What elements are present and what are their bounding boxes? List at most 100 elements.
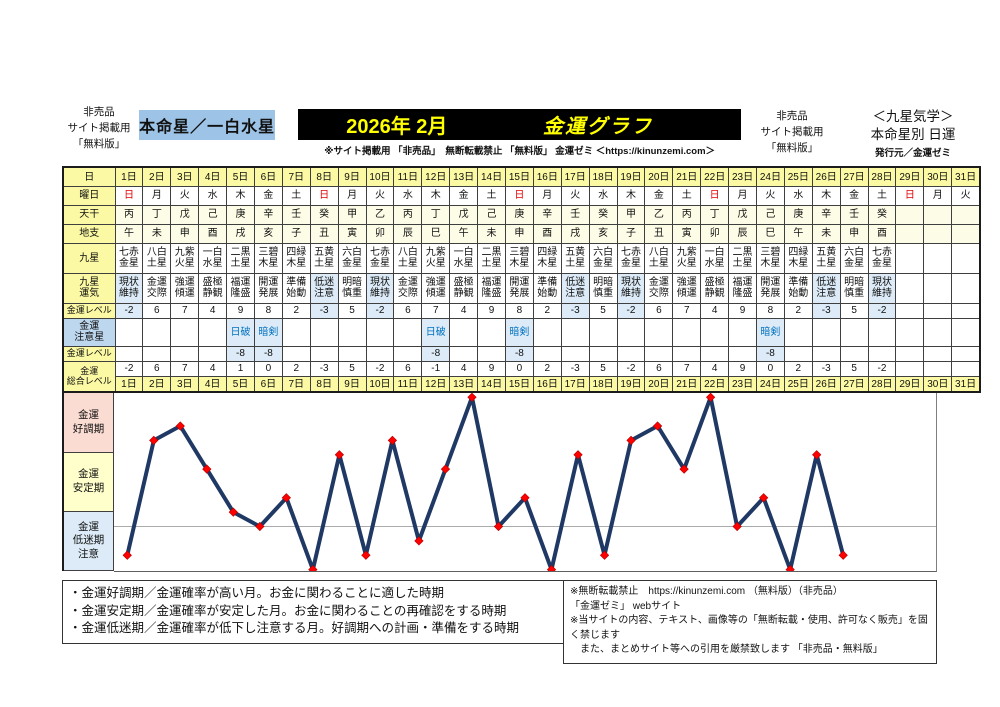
cell-weekdays: 火 (560, 185, 590, 206)
cell-caution_level (700, 345, 730, 362)
cell-total_level: 5 (337, 360, 367, 377)
chart-band-label: 金運 安定期 (64, 452, 113, 513)
cell-total_level: 2 (783, 360, 813, 377)
cell-total_level: 9 (728, 360, 757, 377)
cell-caution_level (142, 345, 172, 362)
cell-days: 6日 (253, 375, 283, 393)
cell-unki: 強運 傾運 (421, 272, 451, 304)
data-point-marker (785, 565, 795, 572)
cell-caution_level (532, 345, 562, 362)
legend-note-box: ・金運好調期／金運確率が高い月。お金に関わることに適した時期 ・金運安定期／金運確… (62, 580, 564, 644)
cell-level1: -2 (365, 302, 395, 319)
chart-band-label: 金運 低迷期 注意 (64, 512, 113, 572)
text-line: 「無料版」 (765, 141, 819, 154)
cell-days: 6日 (253, 166, 283, 187)
text-line: サイト掲載用 (760, 125, 824, 138)
cell-kyusei: 一白 水星 (198, 242, 228, 274)
cell-tenkan: 甲 (337, 204, 367, 225)
cell-unki: 開運 発展 (504, 272, 534, 304)
data-point-marker (387, 436, 398, 446)
cell-caution_level: -8 (755, 345, 785, 362)
cell-chishi: 寅 (672, 223, 702, 244)
cell-kyusei (951, 242, 981, 274)
table-row-kyusei: 九星 七赤 金星 八白 土星 九紫 火星 一白 水星 二黒 土星 三碧 木星 四緑 木星 五黄 … (62, 242, 981, 274)
row-header-total_level: 金運 総合レベル (62, 360, 116, 393)
cell-caution_star (728, 317, 757, 347)
cell-kyusei: 一白 水星 (700, 242, 730, 274)
cell-unki: 低迷 注意 (811, 272, 841, 304)
cell-tenkan: 丙 (672, 204, 702, 225)
cell-caution_level (783, 345, 813, 362)
data-point-marker (467, 393, 477, 403)
cell-days: 29日 (895, 375, 925, 393)
cell-kyusei: 四緑 木星 (281, 242, 311, 274)
text-line: 本命星別 日運 (870, 127, 956, 143)
cell-tenkan: 乙 (365, 204, 395, 225)
cell-level1: 9 (226, 302, 255, 319)
cell-unki: 準備 始動 (281, 272, 311, 304)
chart-band-labels: 金運 好調期 金運 安定期 金運 低迷期 注意 (62, 393, 114, 572)
cell-chishi: 午 (783, 223, 813, 244)
cell-unki: 金運 交際 (644, 272, 674, 304)
cell-level1: 5 (839, 302, 869, 319)
cell-caution_level (811, 345, 841, 362)
cell-unki: 開運 発展 (253, 272, 283, 304)
cell-chishi (895, 223, 925, 244)
data-point-marker (546, 565, 557, 572)
cell-chishi: 卯 (365, 223, 395, 244)
cell-weekdays: 土 (672, 185, 702, 206)
cell-tenkan: 丁 (421, 204, 451, 225)
cell-caution_star (783, 317, 813, 347)
cell-days: 22日 (700, 375, 730, 393)
table-row-level1: 金運レベル -2 6 7 4 9 8 2 -3 5 -2 6 7 4 9 8 2 -3 5 -2 6 7 4 9 8 2 -3 5 -2 (62, 302, 981, 319)
data-point-marker (520, 493, 530, 503)
cell-days: 17日 (560, 375, 590, 393)
table-row-caution_star: 金運 注意星 日破 暗剣 日破 暗剣 暗剣 (62, 317, 981, 347)
cell-days: 11日 (393, 166, 423, 187)
cell-caution_star (198, 317, 228, 347)
cell-unki: 明暗 慎重 (839, 272, 869, 304)
cell-caution_star (281, 317, 311, 347)
data-point-marker (255, 522, 265, 532)
cell-days: 19日 (616, 166, 646, 187)
cell-kyusei: 五黄 土星 (309, 242, 339, 274)
text-line: 「金運ゼミ」 webサイト (570, 600, 682, 612)
cell-weekdays: 日 (895, 185, 925, 206)
cell-chishi: 未 (477, 223, 506, 244)
cell-days: 15日 (504, 375, 534, 393)
cell-level1: 8 (755, 302, 785, 319)
cell-total_level: 5 (588, 360, 618, 377)
data-point-marker (838, 551, 848, 561)
cell-kyusei: 八白 土星 (142, 242, 172, 274)
cell-caution_star (560, 317, 590, 347)
cell-weekdays: 木 (616, 185, 646, 206)
cell-weekdays: 水 (198, 185, 228, 206)
data-point-marker (414, 536, 424, 546)
cell-unki: 開運 発展 (755, 272, 785, 304)
cell-tenkan: 戊 (449, 204, 479, 225)
cell-total_level: 0 (755, 360, 785, 377)
cell-level1: 4 (198, 302, 228, 319)
cell-chishi: 午 (114, 223, 144, 244)
cell-total_level: -3 (811, 360, 841, 377)
cell-weekdays: 水 (783, 185, 813, 206)
cell-total_level: -2 (114, 360, 144, 377)
cell-level1 (951, 302, 981, 319)
cell-caution_star (588, 317, 618, 347)
cell-chishi: 丑 (309, 223, 339, 244)
cell-days: 9日 (337, 375, 367, 393)
cell-total_level: -2 (616, 360, 646, 377)
cell-total_level: 2 (281, 360, 311, 377)
cell-weekdays: 金 (253, 185, 283, 206)
cell-caution_star (895, 317, 925, 347)
banner-column: 2026年 2月 金運グラフ ※サイト掲載用 「非売品」 無断転載禁止 「無料版… (298, 102, 742, 157)
table-row-days: 1日 2日 3日 4日 5日 6日 7日 8日 9日 10日 11日 12日 13日 14日 15日 16日 1… (63, 375, 981, 393)
cell-total_level: 4 (700, 360, 730, 377)
cell-level1: 6 (644, 302, 674, 319)
row-header-unki: 九星 運気 (62, 272, 116, 304)
text-line: ・金運好調期／金運確率が高い月。お金に関わることに適した時期 (69, 586, 445, 601)
cell-days: 9日 (337, 166, 367, 187)
banner-date: 2026年 2月 (346, 116, 448, 138)
cell-tenkan: 甲 (616, 204, 646, 225)
cell-days: 10日 (365, 375, 395, 393)
